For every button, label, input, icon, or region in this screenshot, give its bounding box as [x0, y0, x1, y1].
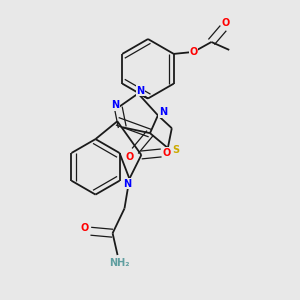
Text: NH₂: NH₂ [109, 258, 130, 268]
Text: N: N [159, 107, 167, 117]
Text: N: N [123, 179, 131, 189]
Text: O: O [163, 148, 171, 158]
Text: O: O [125, 152, 133, 162]
Text: S: S [172, 145, 179, 155]
Text: O: O [221, 18, 230, 28]
Text: O: O [189, 47, 198, 57]
Text: N: N [136, 85, 144, 96]
Text: O: O [81, 223, 89, 233]
Text: N: N [111, 100, 119, 110]
